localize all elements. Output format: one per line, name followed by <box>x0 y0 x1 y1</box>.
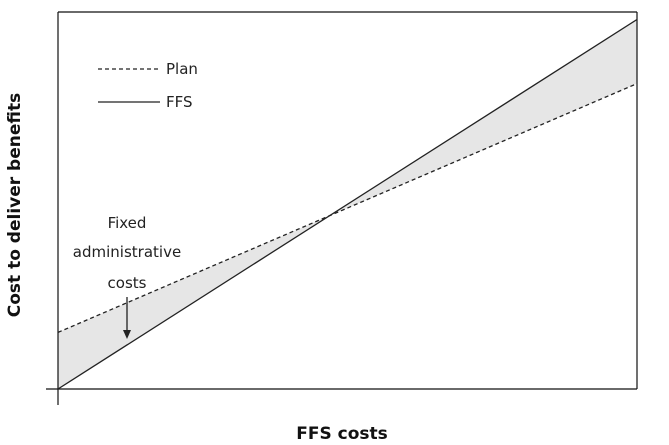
series-line-plan <box>57 83 638 333</box>
annotation-arrow-head <box>123 330 131 339</box>
plot-frame <box>46 11 638 405</box>
series-layer <box>57 18 638 390</box>
legend-label-plan: Plan <box>166 60 198 78</box>
annotation: Fixed administrative costs <box>73 214 181 339</box>
x-axis-label: FFS costs <box>296 424 388 444</box>
annotation-line-1: Fixed <box>108 214 147 232</box>
annotation-line-3: costs <box>108 274 147 292</box>
annotation-line-2: administrative <box>73 243 181 261</box>
y-axis-label: Cost to deliver benefits <box>5 93 25 318</box>
series-line-ffs <box>57 18 638 390</box>
legend-label-ffs: FFS <box>166 93 193 111</box>
legend: Plan FFS <box>98 60 198 111</box>
